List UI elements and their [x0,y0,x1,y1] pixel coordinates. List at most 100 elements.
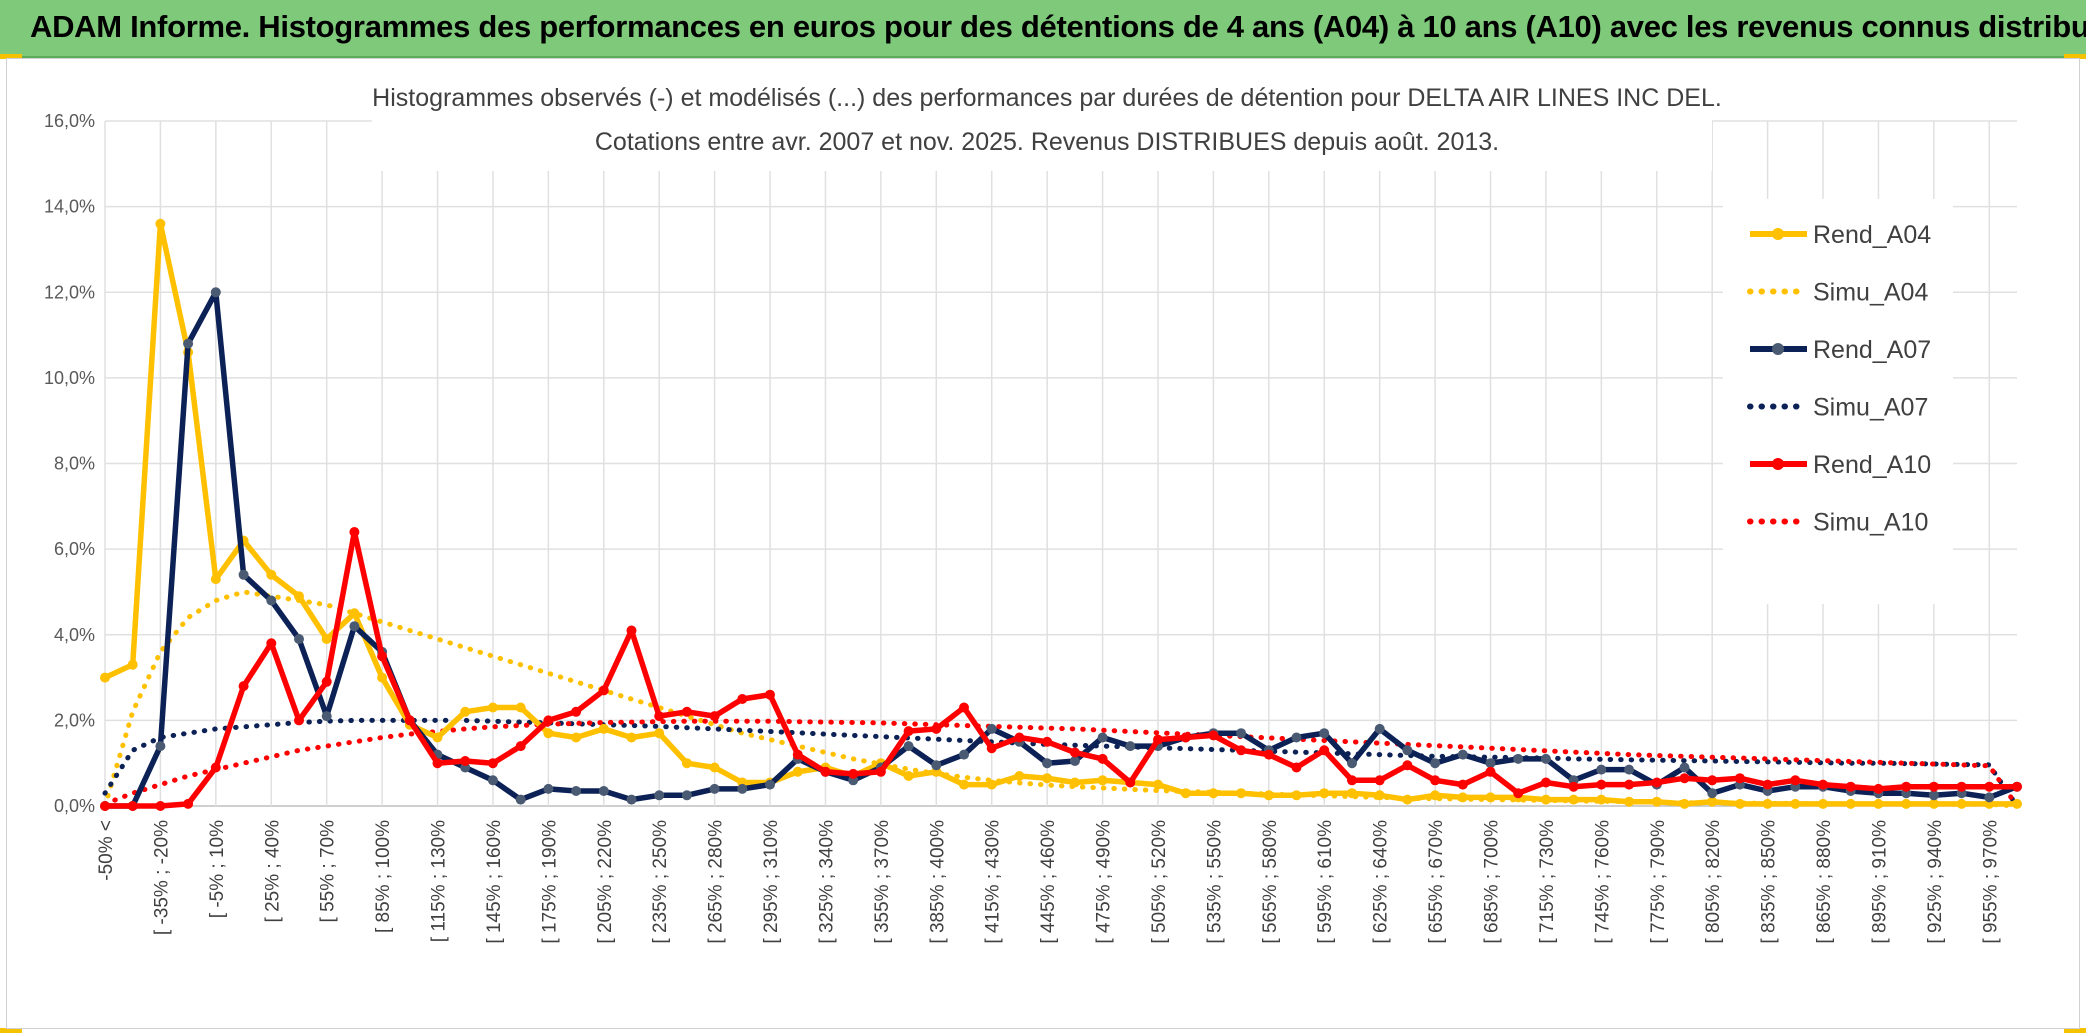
data-point-rend-a04 [1818,798,1828,809]
data-point-rend-a10 [765,689,775,700]
legend-marker-rend-a04 [1772,228,1784,240]
data-point-rend-a04 [959,779,969,790]
data-point-rend-a10 [1818,779,1828,790]
x-tick-label: [ 355% ; 370% [872,820,893,944]
series-line-simu-a07 [102,717,2020,809]
x-axis-ticks: -50% < [ -35% ; -20% [ -5% ; 10% [ 25% ; 40… [96,820,2001,944]
data-point-rend-a04 [1762,798,1773,809]
data-point-rend-a10 [210,762,221,773]
data-point-rend-a10 [1236,745,1247,756]
x-tick-label: [ 535% ; 550% [1204,820,1225,944]
data-point-rend-a04 [1845,798,1856,809]
corner-mark [0,1028,22,1033]
x-tick-label: [ 235% ; 250% [650,820,671,944]
data-point-rend-a07 [903,741,914,752]
data-point-rend-a04 [1097,775,1108,786]
data-point-rend-a10 [654,711,665,722]
data-point-rend-a10 [321,676,332,687]
x-tick-label: [ 115% ; 130% [429,820,450,942]
data-point-rend-a10 [1734,773,1745,784]
data-point-rend-a10 [515,741,526,752]
x-tick-label: [ 415% ; 430% [983,820,1004,944]
data-point-rend-a04 [903,771,914,781]
chart-area: 0,0% 2,0% 4,0% 6,0% 8,0% 10,0% 12,0% 14,0% 16,0%… [6,58,2080,1029]
data-point-rend-a07 [1319,728,1330,739]
data-point-rend-a10 [1069,747,1080,758]
data-point-rend-a04 [1180,788,1191,799]
data-point-rend-a04 [266,569,277,580]
legend-label-rend-a10: Rend_A10 [1813,451,1931,479]
legend-label-simu-a07: Simu_A07 [1813,394,1928,422]
data-point-rend-a04 [515,702,526,713]
data-point-rend-a10 [959,702,969,713]
data-point-rend-a10 [1125,777,1136,788]
data-point-rend-a10 [1402,760,1413,771]
data-point-rend-a04 [709,762,720,773]
data-point-rend-a04 [1873,798,1884,809]
data-point-rend-a07 [1402,745,1413,756]
corner-mark [2064,54,2086,59]
x-tick-label: [ 925% ; 940% [1925,820,1946,944]
data-point-rend-a04 [1208,788,1219,799]
data-point-rend-a07 [681,790,692,801]
data-point-rend-a07 [737,783,748,794]
data-point-rend-a07 [1125,741,1136,752]
data-point-rend-a10 [1845,781,1856,792]
x-tick-label: [ 565% ; 580% [1260,820,1281,944]
data-point-rend-a04 [294,591,304,602]
data-point-rend-a10 [1873,783,1884,794]
data-point-rend-a07 [487,775,498,786]
x-tick-label: [ -5% ; 10% [207,820,228,918]
y-tick-label: 14,0% [44,197,95,217]
data-point-rend-a07 [1042,758,1053,769]
data-point-rend-a10 [709,711,720,722]
data-point-rend-a04 [1374,790,1385,801]
data-point-rend-a04 [1014,771,1025,781]
legend-label-simu-a04: Simu_A04 [1813,279,1928,307]
x-tick-label: [ 475% ; 490% [1094,820,1115,944]
data-point-rend-a04 [321,634,332,644]
report-title: ADAM Informe. Histogrammes des performan… [30,9,2086,44]
data-point-rend-a10 [1457,779,1468,790]
data-point-rend-a07 [1236,728,1247,739]
data-point-rend-a04 [1901,798,1912,809]
data-point-rend-a10 [1153,734,1163,745]
x-tick-label: [ 505% ; 520% [1149,820,1170,944]
x-tick-label: [ 835% ; 850% [1759,820,1780,944]
x-tick-label: [ 745% ; 760% [1592,820,1613,944]
data-point-rend-a07 [1374,723,1385,734]
x-tick-label: [ 715% ; 730% [1537,820,1558,944]
data-point-rend-a07 [210,287,221,298]
data-point-rend-a04 [460,706,471,717]
data-point-rend-a10 [626,625,637,636]
data-point-rend-a07 [626,794,637,805]
legend-label-rend-a04: Rend_A04 [1813,221,1931,249]
data-point-rend-a04 [1707,796,1718,807]
x-tick-label: [ 805% ; 820% [1703,820,1724,944]
y-tick-label: 6,0% [54,539,95,559]
series-line-simu-a04 [102,589,2020,809]
series-line-rend-a10 [105,529,2017,809]
legend: Rend_A04 Simu_A04 Rend_A07 Simu_A07 Rend_A10… [1723,199,1953,604]
data-point-rend-a10 [1540,777,1551,788]
data-point-rend-a07 [1069,756,1080,766]
data-point-rend-a10 [1485,766,1496,777]
data-point-rend-a10 [1430,775,1441,786]
data-point-rend-a07 [1928,790,1939,801]
legend-label-rend-a07: Rend_A07 [1813,336,1931,364]
data-point-rend-a07 [1457,749,1468,760]
data-point-rend-a04 [543,728,554,739]
data-point-rend-a10 [127,801,138,811]
header-bar: ADAM Informe. Histogrammes des performan… [0,0,2086,58]
data-point-rend-a10 [1790,775,1801,786]
data-point-rend-a04 [2012,798,2022,809]
data-point-rend-a07 [515,794,526,805]
data-point-rend-a07 [959,749,969,760]
data-point-rend-a04 [1540,794,1551,805]
data-point-rend-a07 [1513,753,1524,764]
chart-title-line-2: Cotations entre avr. 2007 et nov. 2025. … [595,128,1499,156]
data-point-rend-a04 [1236,788,1247,799]
x-tick-label: [ 145% ; 160% [484,820,505,944]
data-point-rend-a07 [1707,788,1718,799]
